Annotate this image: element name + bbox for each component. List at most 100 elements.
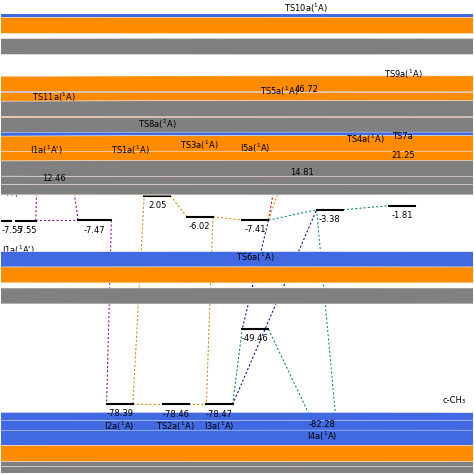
Text: -7.47: -7.47: [84, 226, 106, 235]
Circle shape: [0, 101, 474, 117]
Circle shape: [0, 446, 474, 461]
Circle shape: [0, 158, 474, 174]
Circle shape: [0, 132, 474, 148]
Text: -78.39: -78.39: [106, 410, 133, 419]
Circle shape: [0, 436, 474, 452]
Circle shape: [0, 92, 474, 109]
Circle shape: [0, 173, 474, 190]
Text: TS8a($^1$A): TS8a($^1$A): [138, 117, 177, 131]
Circle shape: [0, 267, 474, 283]
Text: -7.41: -7.41: [245, 225, 266, 234]
Circle shape: [0, 458, 474, 474]
Circle shape: [0, 154, 474, 170]
Circle shape: [0, 95, 474, 111]
Text: 14.81: 14.81: [290, 168, 314, 177]
Text: I1a($^1$A'): I1a($^1$A'): [30, 144, 63, 157]
Text: TS10a($^1$A): TS10a($^1$A): [284, 1, 328, 15]
Circle shape: [0, 126, 474, 141]
Circle shape: [0, 136, 474, 152]
Text: TS2a($^1$A): TS2a($^1$A): [156, 419, 195, 433]
Circle shape: [0, 466, 474, 474]
Text: TS3a($^1$A): TS3a($^1$A): [181, 138, 219, 152]
Circle shape: [0, 141, 474, 157]
Text: TS7a: TS7a: [392, 132, 413, 141]
Circle shape: [0, 420, 474, 436]
Text: $^1$A'): $^1$A'): [1, 186, 18, 200]
Circle shape: [0, 158, 474, 174]
Text: TS1a($^1$A): TS1a($^1$A): [111, 143, 150, 157]
Circle shape: [0, 147, 474, 163]
Circle shape: [0, 288, 474, 304]
Circle shape: [0, 179, 474, 195]
Circle shape: [0, 436, 474, 452]
Circle shape: [0, 158, 474, 174]
Circle shape: [0, 139, 474, 155]
Circle shape: [0, 428, 474, 444]
Text: c-CH₃: c-CH₃: [442, 396, 465, 405]
Circle shape: [0, 136, 474, 152]
Circle shape: [0, 430, 474, 446]
Circle shape: [0, 101, 474, 117]
Text: -78.46: -78.46: [162, 410, 189, 419]
Circle shape: [0, 456, 474, 473]
Circle shape: [0, 76, 474, 92]
Circle shape: [0, 18, 474, 34]
Circle shape: [0, 95, 474, 111]
Circle shape: [0, 173, 474, 190]
Circle shape: [0, 133, 474, 149]
Text: I2a($^1$A): I2a($^1$A): [104, 419, 135, 433]
Text: TS11a($^1$A): TS11a($^1$A): [32, 90, 76, 104]
Circle shape: [0, 133, 474, 149]
Circle shape: [0, 179, 474, 195]
Circle shape: [0, 458, 474, 474]
Text: TS9a($^1$A): TS9a($^1$A): [384, 67, 422, 81]
Circle shape: [0, 436, 474, 452]
Circle shape: [0, 456, 474, 473]
Circle shape: [0, 168, 474, 184]
Text: I5a($^1$A): I5a($^1$A): [240, 142, 271, 155]
Text: -6.02: -6.02: [189, 222, 210, 231]
Circle shape: [0, 147, 474, 164]
Circle shape: [0, 147, 474, 164]
Circle shape: [0, 118, 474, 134]
Circle shape: [0, 118, 474, 134]
Text: TS5a($^1$A): TS5a($^1$A): [260, 84, 299, 98]
Circle shape: [0, 155, 474, 170]
Circle shape: [0, 252, 474, 268]
Text: -3.38: -3.38: [319, 215, 341, 224]
Circle shape: [0, 420, 474, 436]
Circle shape: [0, 18, 474, 34]
Circle shape: [0, 175, 474, 191]
Circle shape: [0, 155, 474, 170]
Circle shape: [0, 443, 474, 459]
Circle shape: [0, 175, 474, 191]
Text: 21.25: 21.25: [392, 151, 415, 160]
Text: I4a($^1$A): I4a($^1$A): [307, 429, 337, 443]
Circle shape: [0, 179, 474, 195]
Circle shape: [0, 38, 474, 55]
Text: TS4a($^1$A): TS4a($^1$A): [346, 133, 385, 146]
Circle shape: [0, 154, 474, 170]
Circle shape: [0, 38, 474, 55]
Text: TS6a($^1$A): TS6a($^1$A): [236, 251, 274, 264]
Circle shape: [0, 436, 474, 452]
Circle shape: [0, 126, 474, 141]
Circle shape: [0, 168, 474, 184]
Circle shape: [0, 76, 474, 92]
Circle shape: [0, 118, 474, 134]
Circle shape: [0, 80, 474, 96]
Circle shape: [0, 158, 474, 174]
Circle shape: [0, 456, 474, 473]
Circle shape: [0, 179, 474, 195]
Circle shape: [0, 267, 474, 283]
Text: I1a($^1$A'): I1a($^1$A'): [1, 244, 35, 257]
Circle shape: [0, 446, 474, 461]
Circle shape: [0, 288, 474, 304]
Text: 2.05: 2.05: [148, 201, 166, 210]
Text: I3a($^1$A): I3a($^1$A): [204, 419, 235, 433]
Circle shape: [0, 110, 474, 126]
Circle shape: [0, 143, 474, 159]
Text: -7.55: -7.55: [1, 226, 23, 235]
Circle shape: [0, 412, 474, 428]
Circle shape: [0, 161, 474, 176]
